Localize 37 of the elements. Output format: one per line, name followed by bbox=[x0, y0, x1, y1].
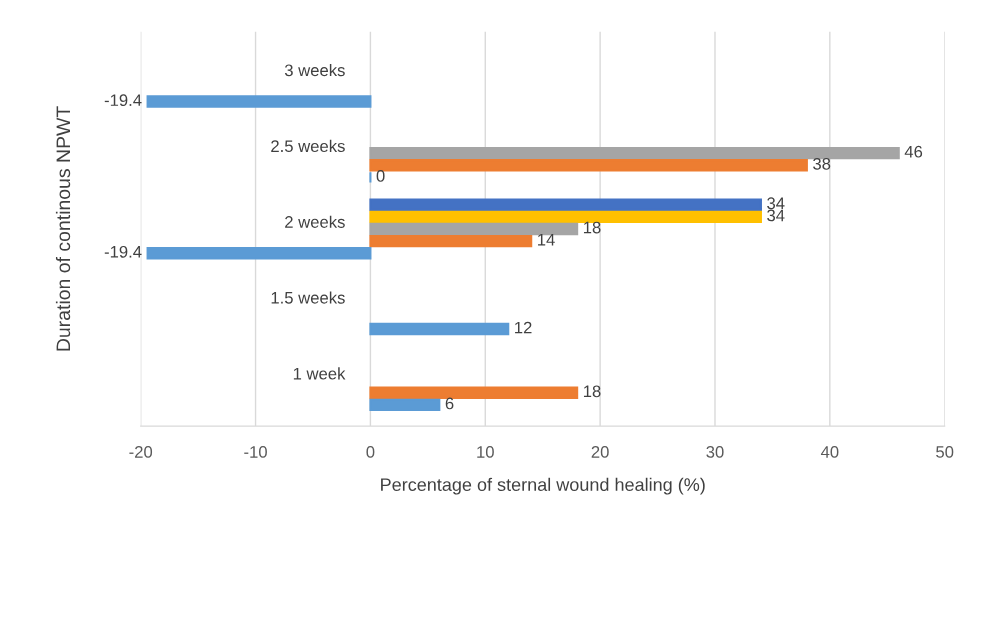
data-label: 18 bbox=[583, 385, 601, 398]
y-tick-label: 2.5 weeks bbox=[271, 139, 345, 153]
data-label: -19.4 bbox=[104, 94, 142, 107]
x-tick-label: 10 bbox=[477, 446, 494, 458]
bar bbox=[146, 247, 372, 260]
y-axis-title: Duration of continous NPWT bbox=[55, 106, 71, 351]
data-label: -19.4 bbox=[104, 245, 142, 258]
data-label: 14 bbox=[538, 233, 555, 246]
bar bbox=[369, 398, 441, 412]
y-tick-label: 1 week bbox=[293, 367, 346, 380]
bar bbox=[369, 234, 533, 248]
bar bbox=[369, 386, 579, 399]
x-tick-label: -20 bbox=[129, 446, 153, 458]
data-label: 6 bbox=[445, 397, 454, 410]
bar bbox=[369, 159, 808, 172]
data-label: 34 bbox=[767, 197, 785, 210]
bar bbox=[369, 222, 579, 236]
x-tick-label: 30 bbox=[706, 446, 724, 458]
bar bbox=[369, 322, 510, 336]
x-tick-label: -10 bbox=[244, 446, 267, 458]
bar bbox=[369, 198, 762, 211]
data-label: 34 bbox=[767, 209, 785, 222]
x-tick-label: 20 bbox=[591, 446, 609, 458]
x-axis-title: Percentage of sternal wound healing (%) bbox=[381, 477, 705, 495]
data-label: 18 bbox=[583, 221, 601, 234]
y-tick-label: 1.5 weeks bbox=[271, 291, 345, 304]
x-tick-label: 40 bbox=[820, 446, 839, 458]
x-tick-label: 0 bbox=[366, 446, 375, 458]
x-tick-label: 50 bbox=[936, 446, 954, 458]
data-label: 0 bbox=[376, 170, 385, 182]
y-tick-label: 3 weeks bbox=[284, 63, 345, 77]
data-label: 38 bbox=[813, 157, 831, 170]
data-label: 46 bbox=[904, 145, 923, 158]
bar bbox=[146, 95, 372, 108]
data-label: 12 bbox=[515, 321, 532, 334]
y-tick-label: 2 weeks bbox=[285, 215, 345, 228]
bar bbox=[369, 146, 900, 160]
